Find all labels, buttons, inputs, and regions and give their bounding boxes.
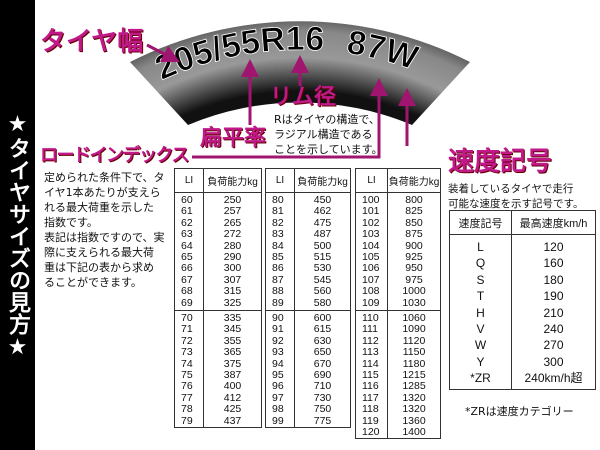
load-arrow (192, 78, 388, 159)
kg-values: 800 825 850 875 900 925 950 975 1000 103… (387, 192, 441, 311)
load-table-2: LI 負荷能力kg 80 81 82 83 84 85 86 87 88 89 45… (265, 168, 351, 429)
li-values: 70 71 72 73 74 75 76 77 78 79 (174, 310, 204, 428)
speed-footnote: *ZRは速度カテゴリー (465, 405, 574, 418)
li-values: 60 61 62 63 64 65 66 67 68 69 (174, 192, 204, 311)
speed-symbol-note: 装着しているタイヤで走行 可能な速度を示す記号です。 (448, 183, 584, 210)
kg-values: 1060 1090 1120 1150 1180 1215 1285 1320 … (387, 310, 441, 439)
width-label: タイヤ幅 (40, 27, 144, 57)
speed-symbols: L Q S T H V W Y *ZR (449, 234, 512, 390)
header-li: LI (174, 168, 204, 193)
header-speed-symbol: 速度記号 (449, 210, 512, 235)
li-values: 110 111 112 113 114 115 116 117 118 119 … (355, 310, 388, 439)
header-li: LI (265, 168, 295, 193)
header-li: LI (355, 168, 388, 193)
kg-values: 450 462 475 487 500 515 530 545 560 580 (294, 192, 351, 311)
header-load-kg: 負荷能力kg (387, 168, 441, 193)
load-index-note: 定められた条件下で、タ イヤ1本あたりが支えら れる最大荷重を示した 指数です。… (44, 171, 165, 289)
side-title: ★タイヤサイズの見方★ (5, 112, 30, 360)
header-max-speed: 最高速度km/h (511, 210, 596, 235)
aspect-label: 扁平率 (200, 126, 267, 151)
li-values: 90 91 92 93 94 95 96 97 98 99 (265, 310, 295, 428)
max-speeds: 120 160 180 190 210 240 270 300 240km/h超 (511, 234, 596, 390)
width-arrow (146, 43, 180, 63)
load-table-3: LI 負荷能力kg 100 101 102 103 104 105 106 107… (355, 168, 441, 440)
header-load-kg: 負荷能力kg (203, 168, 262, 193)
rim-label: リム径 (270, 85, 337, 110)
rim-note: Rはタイヤの構造で、 ラジアル構造である ことを示しています。 (274, 113, 383, 156)
speed-table: 速度記号 最高速度km/h L Q S T H V W Y *ZR 120 160 … (449, 210, 596, 390)
speed-symbol-label: 速度記号 (448, 147, 553, 177)
li-values: 80 81 82 83 84 85 86 87 88 89 (265, 192, 295, 311)
load-table-1: LI 負荷能力kg 60 61 62 63 64 65 66 67 68 69 25… (174, 168, 262, 429)
kg-values: 600 615 630 650 670 690 710 730 750 775 (294, 310, 351, 428)
load-index-label: ロードインデックス (40, 145, 189, 166)
side-title-bar: ★タイヤサイズの見方★ (0, 0, 35, 450)
kg-values: 250 257 265 272 280 290 300 307 315 325 (203, 192, 262, 311)
li-values: 100 101 102 103 104 105 106 107 108 109 (355, 192, 388, 311)
kg-values: 335 345 355 365 375 387 400 412 425 437 (203, 310, 262, 428)
header-load-kg: 負荷能力kg (294, 168, 351, 193)
